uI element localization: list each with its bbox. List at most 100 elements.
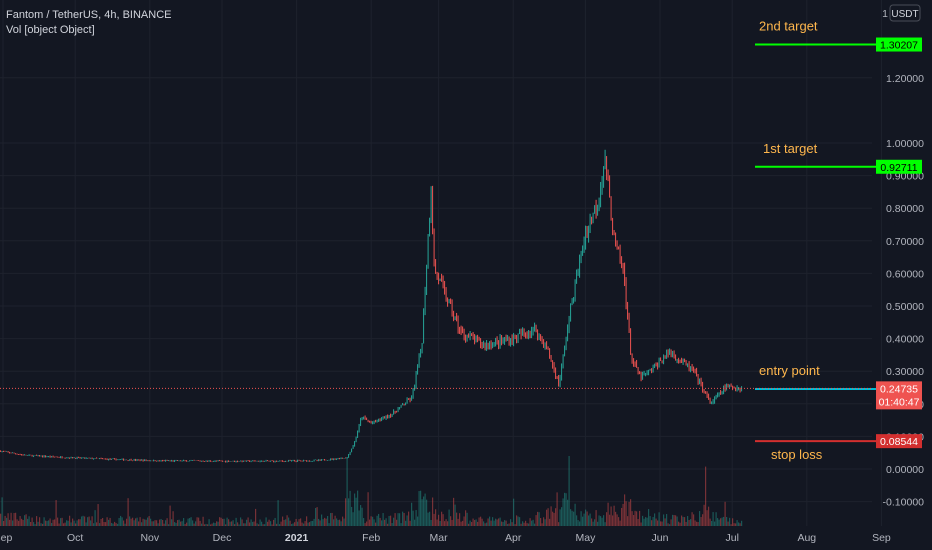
volume-bar <box>451 519 453 526</box>
volume-bar <box>116 523 119 526</box>
volume-bar <box>79 519 81 526</box>
volume-bar <box>605 512 608 526</box>
volume-bar <box>350 506 353 526</box>
volume-bar <box>697 522 699 526</box>
currency-badge-label: USDT <box>891 9 918 20</box>
price-tick-label: 0.60000 <box>886 268 924 280</box>
volume-bar <box>484 523 486 526</box>
volume-bar <box>169 505 171 526</box>
volume-bar <box>188 518 191 526</box>
volume-bar <box>43 517 45 526</box>
volume-bar <box>710 520 713 526</box>
price-tick-label: 1.20000 <box>886 73 924 85</box>
volume-bar <box>677 521 680 526</box>
volume-bar <box>395 519 398 526</box>
volume-bar <box>208 519 210 526</box>
volume-bar <box>289 520 291 526</box>
volume-bar <box>572 511 575 526</box>
volume-bar <box>431 497 434 526</box>
volume-bar <box>565 493 567 526</box>
volume-bar <box>464 510 467 526</box>
volume-bar <box>712 512 714 526</box>
volume-bar <box>440 511 443 526</box>
volume-bar <box>457 518 459 526</box>
volume-bar <box>349 490 351 526</box>
volume-bar <box>263 524 266 526</box>
volume-bar <box>295 518 297 526</box>
volume-bar <box>425 499 428 526</box>
volume-bar <box>551 511 554 526</box>
price-tick-label: 0.80000 <box>886 203 924 215</box>
volume-bar <box>610 506 612 526</box>
volume-bar <box>265 517 267 526</box>
price-tick-label: 0.30000 <box>886 366 924 378</box>
volume-bar <box>358 510 360 526</box>
time-axis[interactable]: Sep Oct Nov Dec 2021 Feb Mar Apr May Jun Jul Aug Sep <box>0 532 891 544</box>
volume-bar <box>476 521 479 526</box>
volume-bar <box>332 519 335 526</box>
volume-bar <box>238 524 240 526</box>
price-axis[interactable]: 1.200001.000000.900000.800000.700000.600… <box>882 4 924 509</box>
volume-bar <box>562 498 564 526</box>
volume-bar <box>277 500 279 526</box>
level-annotation[interactable]: 2nd target <box>759 19 818 34</box>
volume-bar <box>106 517 108 526</box>
volume-bar <box>119 515 122 526</box>
volume-bar <box>368 519 371 526</box>
volume-bar <box>709 518 711 526</box>
volume-bar <box>410 502 413 526</box>
price-badge <box>876 434 922 449</box>
volume-bar <box>17 520 20 526</box>
volume-bar <box>269 521 272 526</box>
volume-bar <box>404 520 407 526</box>
volume-bar <box>278 524 281 526</box>
volume-bar <box>656 520 659 526</box>
grid-lines <box>0 0 882 526</box>
volume-bar <box>44 520 47 526</box>
volume-bar <box>592 521 594 526</box>
volume-indicator-label[interactable]: Vol [object Object] <box>6 24 95 36</box>
volume-bar <box>637 519 639 526</box>
volume-bar <box>653 513 656 526</box>
volume-bar <box>128 516 131 526</box>
volume-bar <box>611 515 614 526</box>
volume-bar <box>376 515 378 526</box>
volume-bar <box>367 492 369 526</box>
volume-bar <box>365 521 368 526</box>
level-annotation[interactable]: 1st target <box>763 141 818 156</box>
level-annotation[interactable]: entry point <box>759 363 820 378</box>
volume-bar <box>385 518 387 526</box>
volume-bar <box>7 513 9 526</box>
currency-badge[interactable] <box>889 4 921 22</box>
symbol-title[interactable]: Fantom / TetherUS, 4h, BINANCE <box>6 9 172 21</box>
volume-bar <box>40 523 42 526</box>
volume-bar <box>662 514 665 526</box>
volume-bar <box>706 510 708 526</box>
price-badge-label: 0.08544 <box>880 436 918 448</box>
volume-bar <box>442 514 444 526</box>
volume-bar <box>617 517 620 526</box>
volume-bar <box>736 520 738 526</box>
volume-bar <box>155 520 158 526</box>
volume-bar <box>337 520 339 526</box>
volume-bar <box>49 518 51 526</box>
volume-bar <box>10 512 12 526</box>
volume-bar <box>34 524 36 526</box>
volume-bar <box>331 512 333 526</box>
volume-bar <box>356 490 359 526</box>
volume-bar <box>92 523 95 526</box>
volume-bar <box>242 523 245 526</box>
volume-bar <box>118 517 120 526</box>
volume-bar <box>95 522 98 526</box>
volume-bar <box>475 519 477 526</box>
volume-bar <box>469 520 471 526</box>
volume-bar <box>707 506 710 526</box>
volume-bar <box>460 521 462 526</box>
volume-bar <box>491 517 494 526</box>
volume-bar <box>218 517 221 526</box>
level-annotation[interactable]: stop loss <box>771 447 823 462</box>
volume-bar <box>316 507 318 526</box>
time-tick-label: Nov <box>140 532 159 544</box>
volume-bar <box>374 522 377 526</box>
